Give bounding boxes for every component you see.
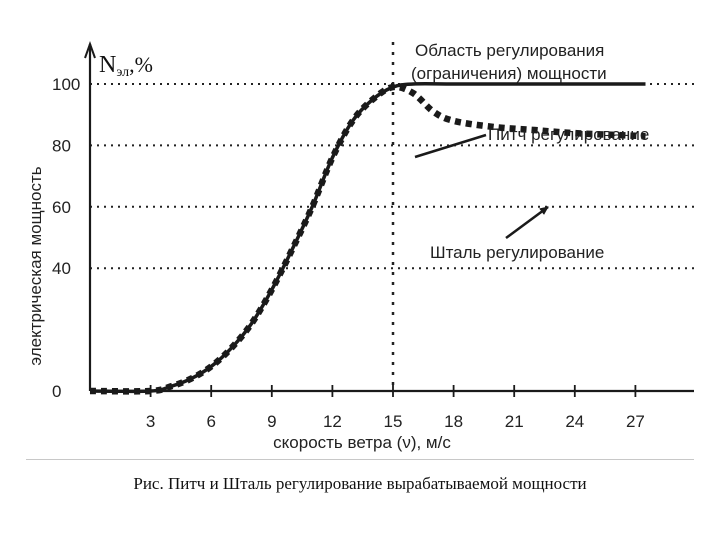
x-tick-label-24: 24: [565, 412, 584, 431]
y-tick-label-40: 40: [52, 259, 71, 278]
x-tick-label-18: 18: [444, 412, 463, 431]
y-tick-label-100: 100: [52, 75, 80, 94]
grid-lines: [90, 42, 694, 391]
x-tick-label-3: 3: [146, 412, 155, 431]
annotation-region-line1: Область регулирования: [415, 41, 604, 60]
x-tick-label-9: 9: [267, 412, 276, 431]
x-tick-label-6: 6: [206, 412, 215, 431]
x-tick-label-21: 21: [505, 412, 524, 431]
x-tick-label-27: 27: [626, 412, 645, 431]
x-tick-label-12: 12: [323, 412, 342, 431]
stall-pointer-arrow: [505, 205, 549, 240]
y-tick-label-60: 60: [52, 198, 71, 217]
annotation-region-line2: (ограничения) мощности: [411, 64, 607, 83]
y-axis-label: электрическая мощность: [26, 166, 45, 365]
series-line-stall: [89, 83, 646, 395]
x-axis-label: скорость ветра (ν), м/с: [273, 433, 451, 452]
pitch-pointer-line: [414, 133, 487, 159]
tick-labels: 3 6 9 12 15 18 21 24 27 0 40 60 80 100: [52, 75, 645, 431]
x-tick-label-15: 15: [384, 412, 403, 431]
y-axis-arrow: [84, 41, 96, 59]
figure-caption: Рис. Питч и Шталь регулирование вырабаты…: [133, 474, 587, 493]
y-axis-top-label: Nэл,%: [99, 52, 153, 80]
y-tick-label-0: 0: [52, 382, 61, 401]
axes: [84, 41, 694, 393]
annotation-pitch: Питч регулирование: [488, 125, 649, 144]
caption-separator: [26, 459, 694, 460]
annotation-stall: Шталь регулирование: [430, 243, 604, 262]
series-lines: [89, 82, 646, 395]
y-tick-label-80: 80: [52, 136, 71, 155]
